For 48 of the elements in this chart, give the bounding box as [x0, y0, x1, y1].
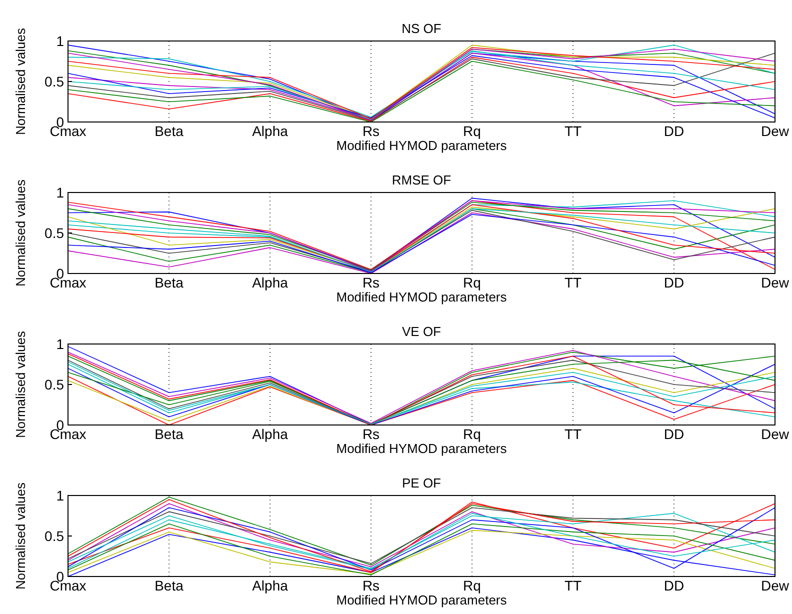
- x-tick-label: TT: [564, 426, 582, 442]
- x-tick-label: Beta: [154, 274, 184, 290]
- x-tick-label: Beta: [154, 426, 184, 442]
- y-tick-label: 1: [56, 487, 64, 504]
- x-axis-title: Modified HYMOD parameters: [336, 138, 508, 153]
- y-axis-title: Normalised values: [13, 330, 28, 438]
- y-tick-label: 0.5: [44, 73, 64, 90]
- y-tick-label: 1: [56, 336, 64, 352]
- chart-title: VE OF: [402, 324, 442, 339]
- x-axis-title: Modified HYMOD parameters: [336, 592, 508, 608]
- x-tick-label: DD: [664, 123, 684, 139]
- x-tick-label: Beta: [154, 123, 184, 139]
- x-tick-label: DD: [664, 426, 684, 442]
- y-axis-title: Normalised values: [13, 179, 28, 286]
- x-tick-label: Rq: [463, 274, 481, 290]
- x-tick-label: Dew: [760, 123, 790, 139]
- x-tick-label: Alpha: [252, 426, 288, 442]
- y-tick-label: 0.5: [44, 224, 64, 241]
- x-tick-label: Rs: [362, 123, 380, 139]
- x-tick-label: Dew: [760, 426, 790, 442]
- x-tick-label: TT: [564, 578, 582, 594]
- x-tick-label: TT: [564, 123, 582, 139]
- x-tick-label: Rs: [362, 274, 380, 290]
- x-tick-label: Beta: [154, 578, 184, 594]
- x-tick-label: Dew: [760, 274, 790, 290]
- x-axis-title: Modified HYMOD parameters: [336, 290, 508, 304]
- x-tick-label: Rs: [362, 578, 380, 594]
- x-tick-label: DD: [664, 578, 684, 594]
- chart-title: RMSE OF: [392, 172, 452, 188]
- y-tick-label: 0.5: [44, 528, 64, 544]
- y-axis-title: Normalised values: [13, 482, 28, 590]
- x-tick-label: Dew: [760, 578, 790, 594]
- y-tick-label: 1: [56, 184, 64, 200]
- y-axis-title: Normalised values: [13, 28, 28, 135]
- x-tick-label: Alpha: [252, 274, 288, 290]
- x-tick-label: Rq: [463, 426, 481, 442]
- y-tick-label: 0.5: [44, 376, 64, 392]
- x-tick-label: Rq: [463, 578, 481, 594]
- x-tick-label: DD: [664, 274, 684, 290]
- x-tick-label: Alpha: [252, 578, 288, 594]
- chart-title: PE OF: [402, 476, 442, 490]
- x-tick-label: Rs: [362, 426, 380, 442]
- x-axis-title: Modified HYMOD parameters: [336, 441, 508, 456]
- x-tick-label: TT: [564, 274, 582, 290]
- x-tick-label: Alpha: [252, 123, 288, 139]
- chart-title: NS OF: [402, 21, 442, 36]
- x-tick-label: Rq: [463, 123, 481, 139]
- y-tick-label: 1: [56, 32, 64, 49]
